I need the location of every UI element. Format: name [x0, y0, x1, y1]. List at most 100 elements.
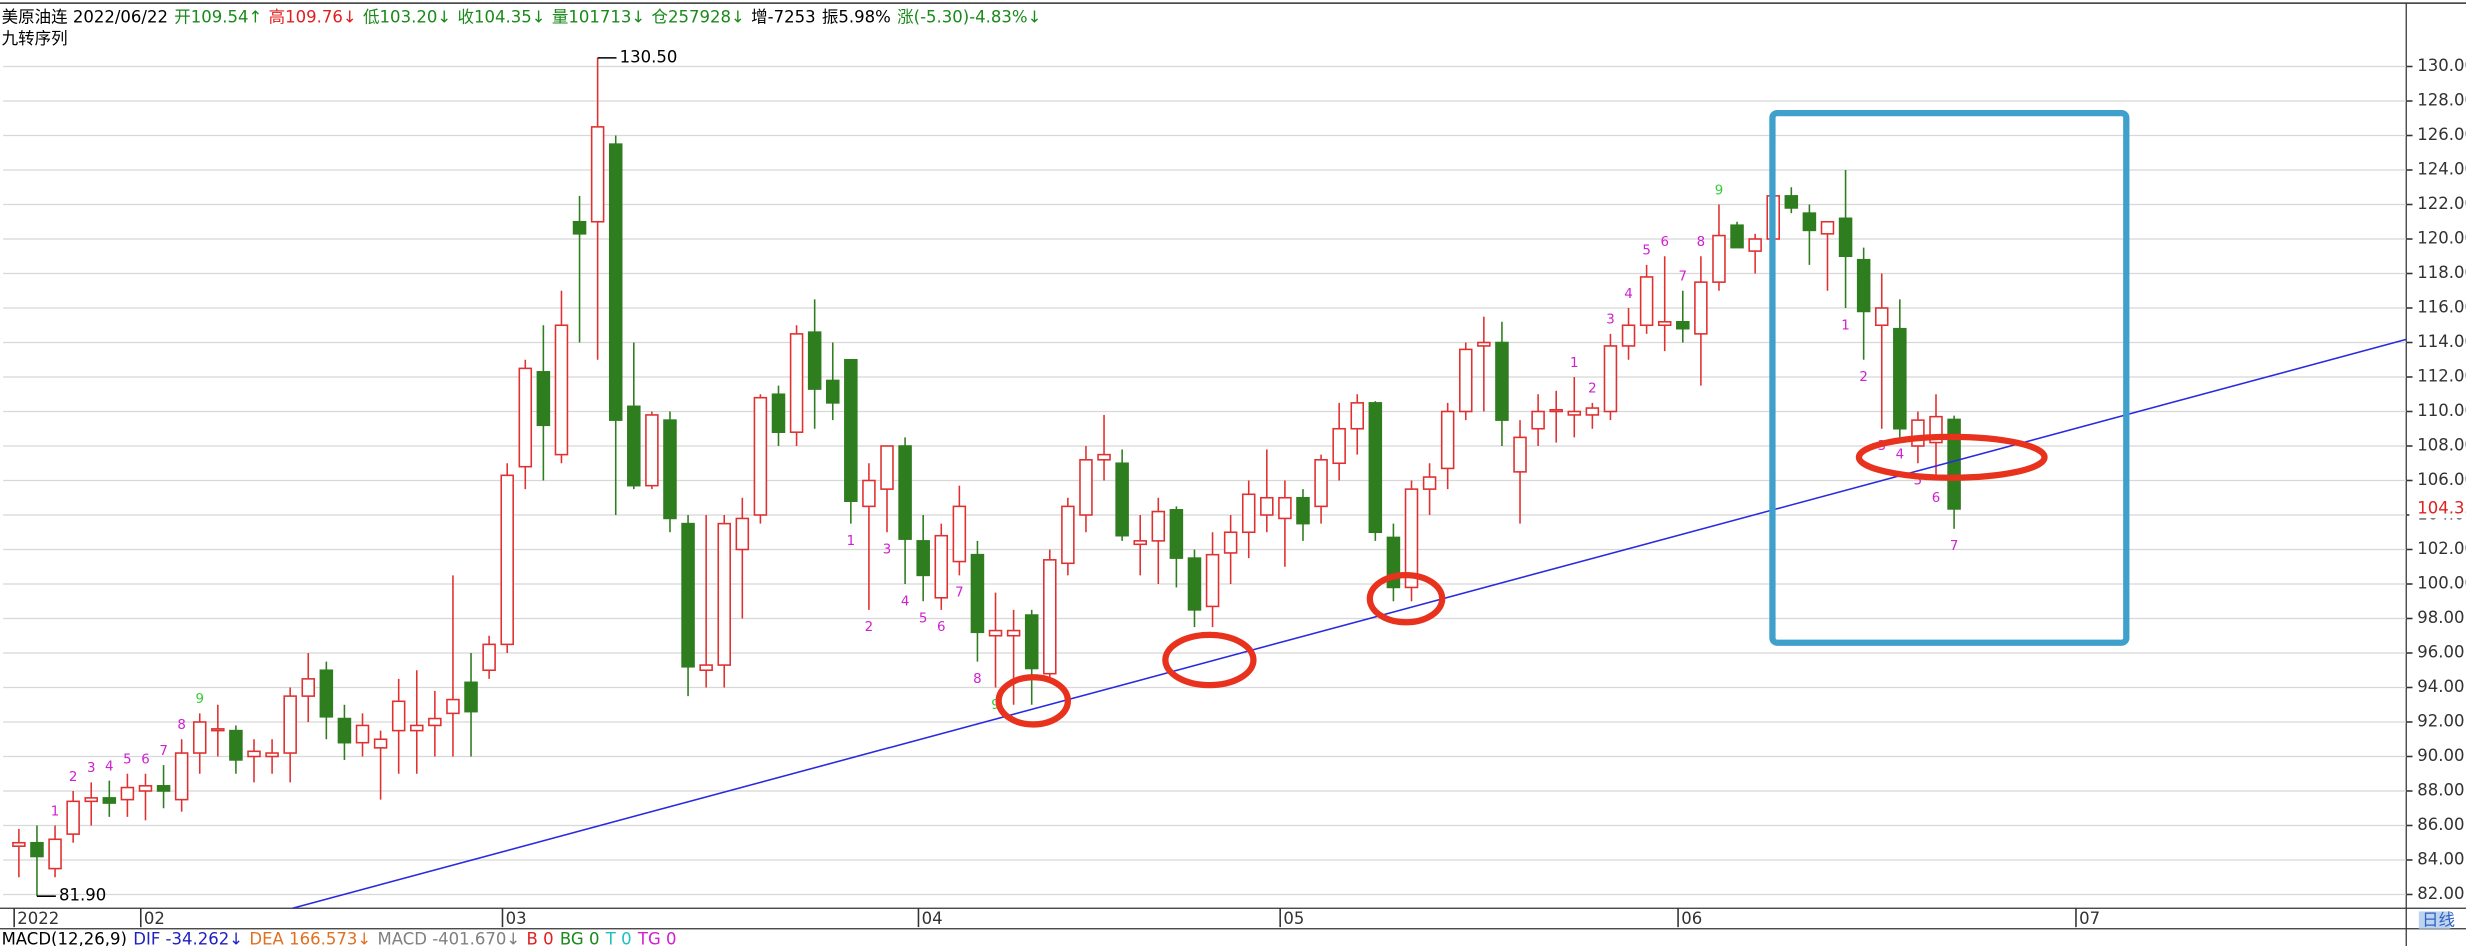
candle-body: [229, 729, 243, 761]
y-tick-label: 96.00: [2417, 642, 2464, 661]
candle-body: [1838, 217, 1853, 258]
candle-body: [970, 553, 985, 634]
candle-body: [916, 540, 930, 577]
x-tick-label: 02: [144, 909, 165, 928]
candle-body: [681, 522, 695, 668]
candle-body: [247, 750, 261, 758]
candle-body: [283, 695, 297, 754]
info-item: MACD -401.670↓: [377, 929, 520, 946]
x-tick-label: 07: [2079, 909, 2100, 928]
y-tick-label: 90.00: [2417, 746, 2464, 765]
candle-body: [1440, 410, 1455, 470]
sequence-count: 9: [991, 698, 1000, 713]
x-tick-label: 04: [922, 909, 943, 928]
info-item: 仓257928↓: [651, 7, 744, 26]
candle-body: [446, 698, 460, 715]
sequence-count: 3: [1606, 313, 1615, 328]
sequence-count: 7: [955, 586, 964, 601]
candle-body: [1621, 324, 1636, 347]
candle-body: [373, 738, 388, 749]
sequence-count: 5: [1914, 474, 1923, 489]
candle-body: [337, 717, 352, 744]
candle-body: [1929, 415, 1943, 444]
candle-body: [1459, 348, 1473, 413]
candle-body: [1549, 408, 1563, 413]
sequence-count: 1: [51, 804, 60, 819]
period-label[interactable]: 日线: [2422, 910, 2455, 929]
ellipse: [995, 674, 1072, 728]
info-item: DIF -34.262↓: [133, 929, 243, 946]
candle-body: [1404, 488, 1419, 589]
candle-body: [627, 405, 641, 487]
ellipse: [1366, 572, 1446, 626]
sequence-count: 1: [1841, 318, 1850, 333]
y-tick-label: 116.00: [2417, 298, 2466, 317]
sequence-count: 5: [123, 753, 132, 768]
candle-body: [102, 797, 117, 804]
y-tick-label: 110.00: [2417, 401, 2466, 420]
candle-body: [1205, 553, 1220, 608]
last-price-label: 104.35: [2417, 498, 2466, 517]
candle-body: [536, 371, 551, 427]
y-tick-label: 130.00: [2417, 56, 2466, 75]
y-tick-label: 126.00: [2417, 125, 2466, 144]
sequence-count: 9: [1715, 183, 1724, 198]
candle-body: [1712, 234, 1726, 283]
last-price-bg: [2409, 499, 2466, 519]
candle-body: [1802, 212, 1817, 232]
candle-body: [1784, 195, 1799, 209]
period-tab[interactable]: [2418, 911, 2451, 929]
info-item: 美原油连 2022/06/22: [2, 7, 168, 26]
candle-body: [66, 800, 80, 835]
candle-body: [1531, 410, 1545, 430]
candle-body: [1314, 459, 1328, 508]
candle-body: [1676, 321, 1690, 330]
candle-body: [572, 220, 587, 235]
candle-body: [645, 414, 659, 487]
info-item: MACD(12,26,9): [2, 929, 127, 946]
y-tick-label: 102.00: [2417, 539, 2466, 558]
candle-body: [156, 785, 171, 792]
candle-body: [844, 358, 858, 502]
candle-body: [1368, 402, 1383, 534]
candle-body: [825, 379, 840, 404]
candle-body: [30, 841, 44, 858]
candle-body: [1603, 345, 1618, 413]
info-item: BG 0: [560, 929, 600, 946]
candle-body: [699, 664, 713, 672]
candle-body: [174, 752, 189, 801]
info-item: 量101713↓: [552, 7, 645, 26]
info-item: T 0: [605, 929, 632, 946]
y-tick-label: 82.00: [2417, 884, 2464, 903]
highlight-ellipses: [995, 433, 2048, 728]
sequence-count: 8: [177, 718, 186, 733]
y-tick-label: 124.00: [2417, 160, 2466, 179]
candle-body: [717, 522, 731, 666]
x-tick-label: 06: [1681, 909, 1702, 928]
y-tick-label: 86.00: [2417, 815, 2464, 834]
sequence-count: 2: [69, 770, 78, 785]
candle-body: [1567, 410, 1582, 416]
candle-body: [1223, 531, 1238, 554]
x-tick-label: 03: [506, 909, 527, 928]
y-tick-label: 84.00: [2417, 849, 2464, 868]
candle-body: [500, 474, 514, 646]
trend-line: [292, 338, 2407, 910]
candle-body: [1874, 307, 1889, 327]
info-item: 增-7253: [751, 7, 815, 26]
candle-body: [880, 445, 894, 490]
candle-body: [1748, 238, 1762, 252]
candle-body: [48, 838, 62, 870]
highlight-box: [1769, 110, 2130, 646]
y-tick-label: 112.00: [2417, 367, 2466, 386]
candle-body: [608, 143, 623, 421]
candle-body: [1278, 496, 1292, 520]
candle-body: [84, 797, 98, 803]
candle-body: [1043, 559, 1057, 675]
sequence-count: 6: [937, 620, 946, 635]
candle-body: [1893, 327, 1907, 430]
y-tick-label: 100.00: [2417, 573, 2466, 592]
candle-body: [1477, 341, 1491, 347]
candle-body: [789, 333, 804, 433]
